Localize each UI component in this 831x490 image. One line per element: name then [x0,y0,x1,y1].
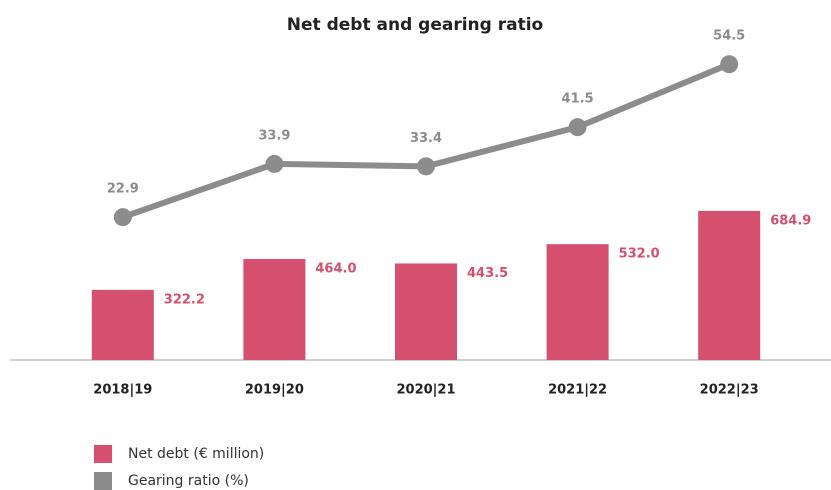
x-tick-label: 2020|21 [396,383,455,398]
x-tick-label: 2022|23 [700,383,759,398]
bar-value-label: 464.0 [315,261,356,276]
bar [546,244,609,360]
x-tick-label: 2021|22 [548,383,607,398]
bar-value-label: 532.0 [619,247,660,262]
line-value-label: 33.9 [258,128,290,143]
bar [243,258,306,360]
line-value-label: 33.4 [410,131,442,146]
bar [395,263,457,360]
line-point [417,157,435,176]
bar [91,289,154,360]
legend-label: Gearing ratio (%) [128,473,249,489]
line-point [265,154,284,173]
bar [698,210,761,360]
line-point [113,208,132,227]
line-value-label: 54.5 [713,29,745,44]
chart-title: Net debt and gearing ratio [287,15,543,35]
bar-value-label: 322.2 [164,292,205,307]
line-value-label: 22.9 [107,182,139,197]
x-tick-label: 2019|20 [245,383,304,398]
legend-label: Net debt (€ million) [128,446,264,462]
line-value-label: 41.5 [562,92,594,107]
bar-value-label: 443.5 [467,266,508,281]
x-tick-label: 2018|19 [93,383,152,398]
line-point [720,55,739,74]
legend-swatch [94,472,112,490]
bar-value-label: 684.9 [770,213,811,228]
line-point [568,118,587,137]
legend-swatch [94,445,112,463]
